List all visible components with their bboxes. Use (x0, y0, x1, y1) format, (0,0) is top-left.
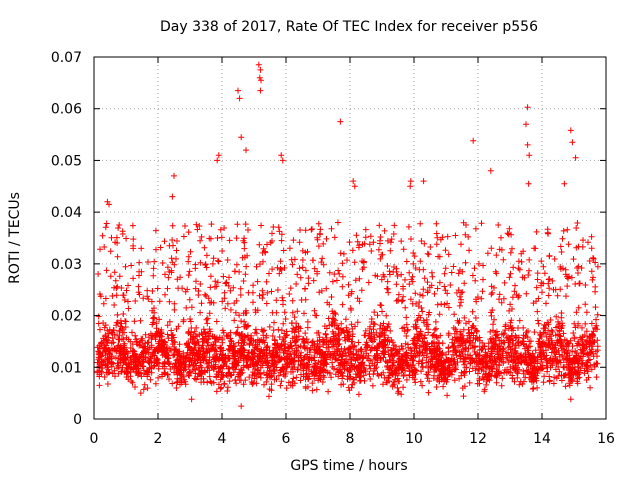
data-points (94, 61, 601, 410)
y-tick-label: 0.05 (51, 153, 82, 169)
x-tick-label: 4 (218, 431, 227, 447)
x-tick-label: 0 (90, 431, 99, 447)
axis-tick-labels: 0 2 4 6 8 10 12 14 16 0 0.01 0.02 0.03 0.04 0.05 0.06 0.… (51, 50, 615, 447)
x-axis-label: GPS time / hours (290, 458, 407, 474)
y-tick-label: 0 (73, 412, 82, 428)
x-tick-label: 12 (469, 431, 487, 447)
y-tick-label: 0.06 (51, 102, 82, 118)
axis-ticks (93, 56, 607, 420)
y-tick-label: 0.03 (51, 257, 82, 273)
y-tick-label: 0.07 (51, 50, 82, 66)
y-tick-label: 0.04 (51, 205, 82, 221)
chart-title: Day 338 of 2017, Rate Of TEC Index for r… (160, 19, 538, 35)
y-tick-label: 0.01 (51, 360, 82, 376)
x-tick-label: 2 (154, 431, 163, 447)
x-tick-label: 6 (282, 431, 291, 447)
y-tick-label: 0.02 (51, 309, 82, 325)
roti-plus-markers (94, 61, 601, 410)
x-tick-label: 16 (597, 431, 615, 447)
x-tick-label: 14 (533, 431, 551, 447)
y-axis-label: ROTI / TECUs (7, 192, 23, 284)
x-tick-label: 10 (405, 431, 423, 447)
x-tick-label: 8 (346, 431, 355, 447)
